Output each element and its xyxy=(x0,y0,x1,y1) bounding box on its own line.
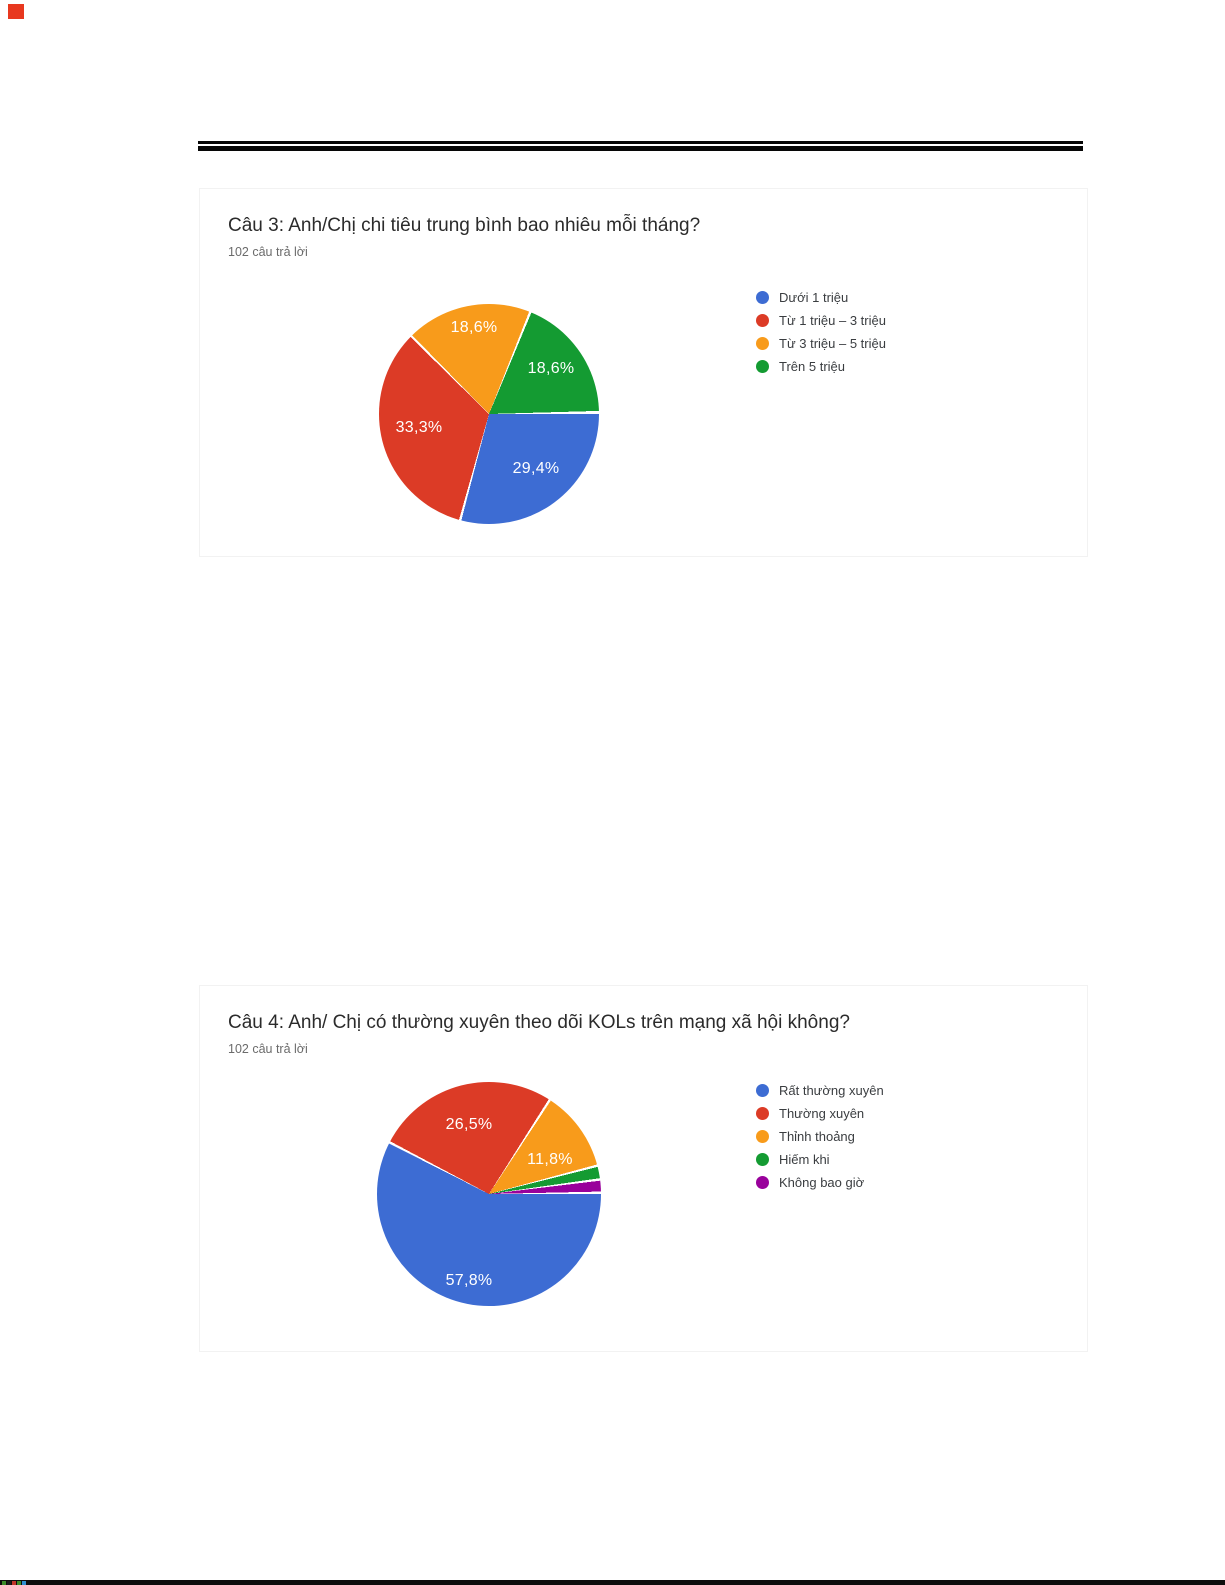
legend-label: Từ 3 triệu – 5 triệu xyxy=(779,336,886,351)
pie-slice-label-thuong-xuyen: 26,5% xyxy=(445,1116,493,1133)
legend-label: Thỉnh thoảng xyxy=(779,1129,855,1144)
legend-label: Rất thường xuyên xyxy=(779,1083,884,1098)
legend-item: Từ 1 triệu – 3 triệu xyxy=(756,309,886,332)
legend-item: Thỉnh thoảng xyxy=(756,1125,884,1148)
pie-chart-question-4: 57,8% 26,5% 11,8% xyxy=(377,1082,601,1306)
artifact-pixel xyxy=(12,1581,16,1585)
artifact-pixel xyxy=(2,1581,6,1585)
legend-label: Thường xuyên xyxy=(779,1106,865,1121)
legend-label: Từ 1 triệu – 3 triệu xyxy=(779,313,886,328)
pie-slice-label-tu-1-3-trieu: 33,3% xyxy=(395,419,443,436)
question-3-title: Câu 3: Anh/Chị chi tiêu trung bình bao n… xyxy=(228,215,701,236)
chart-card-question-3: Câu 3: Anh/Chị chi tiêu trung bình bao n… xyxy=(199,188,1088,557)
legend-item: Trên 5 triệu xyxy=(756,355,886,378)
question-3-response-count: 102 câu trả lời xyxy=(228,245,308,259)
legend-question-4: Rất thường xuyên Thường xuyên Thỉnh thoả… xyxy=(756,1079,884,1194)
artifact-pixel xyxy=(7,1581,11,1585)
legend-label: Hiếm khi xyxy=(779,1152,830,1167)
rule-gap xyxy=(198,144,1083,146)
chart-card-question-4: Câu 4: Anh/ Chị có thường xuyên theo dõi… xyxy=(199,985,1088,1352)
legend-dot-icon xyxy=(756,1084,769,1097)
legend-dot-icon xyxy=(756,1107,769,1120)
legend-item: Rất thường xuyên xyxy=(756,1079,884,1102)
artifact-pixel xyxy=(22,1581,26,1585)
scan-artifact-pixels xyxy=(2,1581,26,1585)
pie-slice-label-tu-3-5-trieu: 18,6% xyxy=(450,319,498,336)
legend-dot-icon xyxy=(756,314,769,327)
pie-slice-label-duoi-1-trieu: 29,4% xyxy=(512,460,560,477)
legend-label: Trên 5 triệu xyxy=(779,359,845,374)
legend-question-3: Dưới 1 triệu Từ 1 triệu – 3 triệu Từ 3 t… xyxy=(756,286,886,378)
question-4-title: Câu 4: Anh/ Chị có thường xuyên theo dõi… xyxy=(228,1012,850,1033)
pie-slice-label-rat-thuong-xuyen: 57,8% xyxy=(445,1272,493,1289)
horizontal-double-rule xyxy=(198,141,1083,151)
legend-dot-icon xyxy=(756,291,769,304)
legend-dot-icon xyxy=(756,1130,769,1143)
rule-top-line xyxy=(198,141,1083,144)
legend-dot-icon xyxy=(756,360,769,373)
legend-item: Dưới 1 triệu xyxy=(756,286,886,309)
legend-dot-icon xyxy=(756,1153,769,1166)
legend-item: Không bao giờ xyxy=(756,1171,884,1194)
legend-label: Không bao giờ xyxy=(779,1175,865,1190)
legend-dot-icon xyxy=(756,1176,769,1189)
question-4-response-count: 102 câu trả lời xyxy=(228,1042,308,1056)
pie-slice-label-thinh-thoang: 11,8% xyxy=(527,1151,573,1168)
artifact-pixel xyxy=(17,1581,21,1585)
legend-item: Hiếm khi xyxy=(756,1148,884,1171)
legend-item: Thường xuyên xyxy=(756,1102,884,1125)
legend-item: Từ 3 triệu – 5 triệu xyxy=(756,332,886,355)
pie-chart-question-3: 29,4% 33,3% 18,6% 18,6% xyxy=(379,304,599,524)
pie-slice-label-tren-5-trieu: 18,6% xyxy=(527,360,575,377)
legend-dot-icon xyxy=(756,337,769,350)
legend-label: Dưới 1 triệu xyxy=(779,290,849,305)
page-bottom-rule xyxy=(0,1580,1225,1585)
rule-bottom-line xyxy=(198,146,1083,151)
scan-artifact-red-square xyxy=(8,4,24,19)
